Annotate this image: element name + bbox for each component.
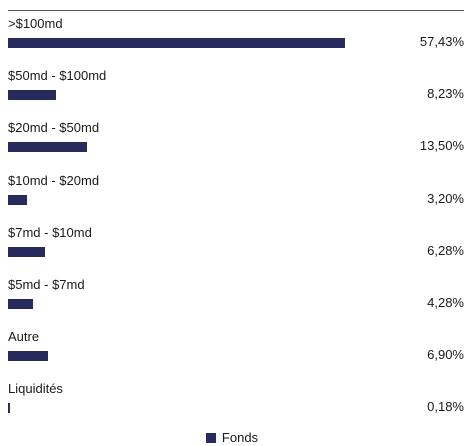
legend: Fonds xyxy=(0,430,464,446)
value-label: 0,18% xyxy=(427,399,464,415)
value-label: 13,50% xyxy=(419,138,464,154)
bar xyxy=(8,38,345,48)
value-label: 8,23% xyxy=(427,86,464,102)
bar xyxy=(8,299,34,309)
category-label: >$100md xyxy=(8,16,63,31)
bar xyxy=(8,142,88,153)
bar-row: Liquidités 0,18% xyxy=(0,381,464,433)
bar xyxy=(8,403,10,414)
bar xyxy=(8,90,57,101)
bar-row: Autre 6,90% xyxy=(0,329,464,381)
bar-row: $7md - $10md 6,28% xyxy=(0,225,464,277)
bar-row: >$100md 57,43% xyxy=(0,16,464,68)
value-label: 3,20% xyxy=(427,190,464,206)
value-label: 6,90% xyxy=(427,347,464,363)
bar xyxy=(8,194,27,205)
category-label: $7md - $10md xyxy=(8,224,92,240)
bar-row: $20md - $50md 13,50% xyxy=(0,120,464,172)
value-label: 4,28% xyxy=(427,295,464,310)
bar-row: $10md - $20md 3,20% xyxy=(0,173,464,225)
value-label: 6,28% xyxy=(427,242,464,258)
category-label: $20md - $50md xyxy=(8,120,100,136)
category-label: $50md - $100md xyxy=(8,68,107,84)
bar-row: $5md - $7md 4,28% xyxy=(0,277,464,329)
legend-label-fonds: Fonds xyxy=(221,430,259,445)
category-label: $10md - $20md xyxy=(8,172,100,188)
bar xyxy=(8,351,49,362)
bar xyxy=(8,246,45,257)
legend-swatch-fonds xyxy=(205,433,216,443)
value-label: 57,43% xyxy=(419,34,464,49)
category-label: Liquidités xyxy=(8,381,63,397)
bar-row: $50md - $100md 8,23% xyxy=(0,68,464,120)
top-divider xyxy=(8,10,464,11)
category-label: $5md - $7md xyxy=(8,277,85,292)
category-label: Autre xyxy=(8,329,40,345)
